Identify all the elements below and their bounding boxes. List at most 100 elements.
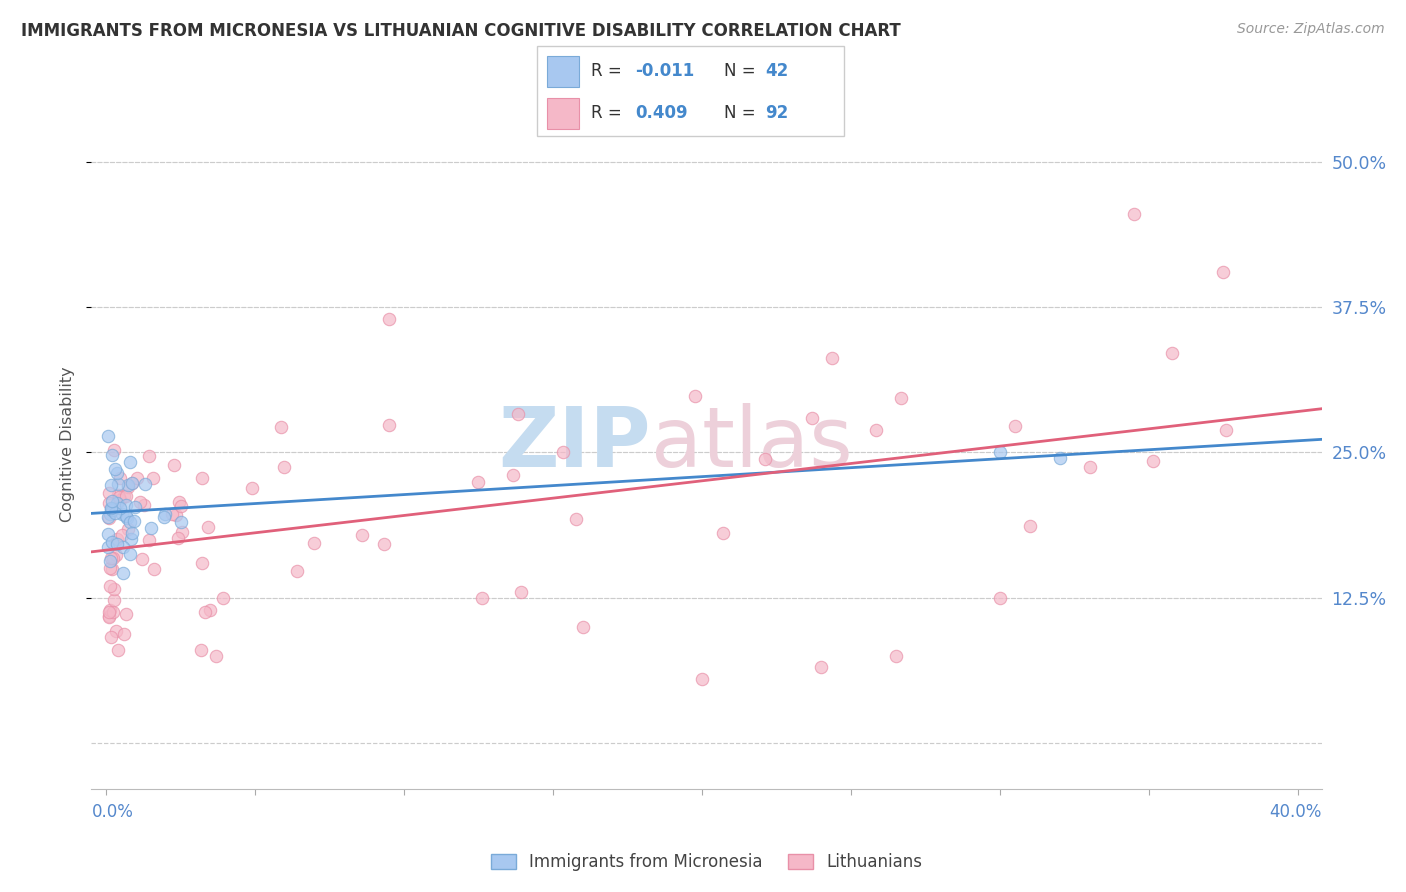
Point	[101, 493, 124, 508]
Point	[194, 605, 217, 619]
Point	[121, 526, 143, 541]
Point	[115, 607, 138, 622]
Point	[98, 579, 121, 593]
Point	[1123, 207, 1146, 221]
Point	[121, 476, 143, 491]
Point	[801, 411, 824, 425]
Point	[118, 455, 141, 469]
Point	[988, 591, 1011, 605]
Point	[551, 445, 574, 459]
Text: atlas: atlas	[651, 403, 853, 484]
Point	[572, 620, 595, 634]
Point	[988, 445, 1011, 459]
Point	[114, 498, 136, 512]
Point	[471, 591, 494, 605]
Point	[107, 643, 129, 657]
Point	[105, 496, 128, 510]
Point	[115, 509, 138, 524]
Point	[190, 642, 212, 657]
Point	[690, 672, 713, 686]
Point	[98, 603, 121, 617]
Text: N =: N =	[724, 104, 761, 122]
Point	[285, 564, 308, 578]
Point	[120, 548, 142, 562]
Point	[131, 551, 153, 566]
Point	[105, 532, 128, 546]
FancyBboxPatch shape	[547, 56, 579, 87]
Point	[129, 495, 152, 509]
Point	[115, 510, 138, 524]
Text: 0.409: 0.409	[636, 104, 688, 122]
Point	[110, 501, 132, 516]
Point	[108, 471, 131, 485]
FancyBboxPatch shape	[537, 46, 844, 136]
Point	[165, 508, 187, 522]
Point	[127, 471, 149, 485]
Legend: Immigrants from Micronesia, Lithuanians: Immigrants from Micronesia, Lithuanians	[484, 847, 929, 878]
Point	[117, 522, 139, 536]
Point	[112, 627, 135, 641]
Point	[467, 475, 489, 489]
Point	[212, 591, 235, 605]
Point	[108, 493, 131, 508]
Point	[754, 452, 776, 467]
Point	[101, 534, 124, 549]
Point	[111, 507, 134, 521]
Point	[97, 428, 120, 442]
Point	[101, 503, 124, 517]
Point	[115, 490, 138, 504]
Point	[112, 489, 135, 503]
Point	[170, 499, 193, 513]
Point	[111, 566, 134, 580]
Point	[166, 531, 188, 545]
Point	[190, 471, 212, 485]
Point	[506, 407, 529, 421]
Text: 92: 92	[765, 104, 789, 122]
Point	[240, 481, 263, 495]
Point	[1160, 346, 1182, 360]
Point	[1078, 460, 1101, 475]
Y-axis label: Cognitive Disability: Cognitive Disability	[60, 366, 76, 522]
Point	[100, 478, 122, 492]
Text: N =: N =	[724, 62, 761, 80]
Point	[1004, 418, 1026, 433]
Point	[198, 603, 221, 617]
Point	[97, 510, 120, 524]
Point	[304, 535, 326, 549]
Point	[98, 605, 121, 619]
Point	[100, 630, 122, 644]
Point	[98, 609, 121, 624]
Point	[1049, 451, 1071, 466]
Point	[810, 660, 832, 674]
Point	[124, 500, 146, 515]
Point	[890, 391, 912, 405]
Point	[169, 495, 191, 509]
Point	[134, 477, 156, 491]
Point	[98, 553, 121, 567]
Point	[100, 448, 122, 462]
Point	[100, 501, 122, 516]
Point	[103, 550, 125, 565]
Point	[98, 561, 121, 575]
Point	[98, 610, 121, 624]
Point	[352, 528, 374, 542]
Text: IMMIGRANTS FROM MICRONESIA VS LITHUANIAN COGNITIVE DISABILITY CORRELATION CHART: IMMIGRANTS FROM MICRONESIA VS LITHUANIAN…	[21, 22, 901, 40]
Point	[100, 550, 122, 565]
Text: R =: R =	[591, 104, 627, 122]
Point	[160, 507, 183, 521]
Point	[273, 460, 295, 475]
Point	[1212, 265, 1234, 279]
Point	[107, 476, 129, 491]
Point	[98, 511, 121, 525]
Point	[170, 515, 193, 529]
Point	[138, 533, 160, 547]
Point	[865, 423, 887, 437]
Text: Source: ZipAtlas.com: Source: ZipAtlas.com	[1237, 22, 1385, 37]
Point	[120, 533, 142, 547]
Point	[104, 461, 127, 475]
Point	[143, 562, 166, 576]
Text: ZIP: ZIP	[499, 403, 651, 484]
Text: 42: 42	[765, 62, 789, 80]
Point	[373, 537, 395, 551]
Point	[191, 556, 214, 570]
